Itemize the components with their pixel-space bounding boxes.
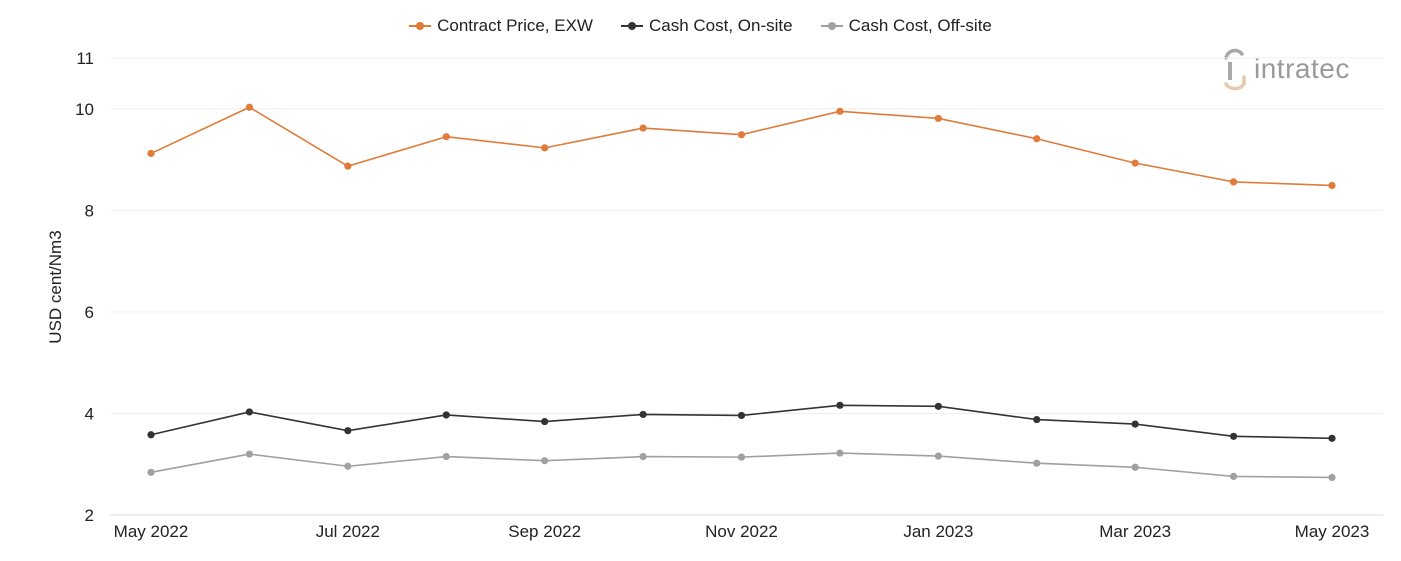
x-tick-label: May 2022 (114, 522, 189, 541)
grid-lines (110, 57, 1383, 516)
x-tick-label: Sep 2022 (508, 522, 581, 541)
data-point[interactable] (934, 114, 942, 123)
data-point[interactable] (245, 103, 254, 111)
data-point[interactable] (1131, 463, 1139, 471)
y-tick-label: 4 (85, 404, 94, 423)
data-point[interactable] (147, 468, 155, 476)
data-point[interactable] (1131, 159, 1139, 167)
series-lines (147, 103, 1336, 482)
x-tick-label: Jan 2023 (903, 522, 973, 541)
data-point[interactable] (737, 453, 746, 461)
series-group (147, 401, 1336, 442)
data-point[interactable] (245, 450, 254, 458)
legend-item-cash-cost-onsite[interactable]: Cash Cost, On-site (620, 16, 793, 36)
data-point[interactable] (1131, 420, 1139, 428)
series-group (147, 449, 1336, 482)
chart-legend: Contract Price, EXW Cash Cost, On-site C… (0, 16, 1401, 36)
legend-label: Contract Price, EXW (437, 16, 593, 35)
data-point[interactable] (836, 401, 844, 409)
data-point[interactable] (442, 411, 450, 419)
data-point[interactable] (344, 427, 352, 435)
y-tick-label: 2 (85, 506, 94, 525)
data-point[interactable] (1328, 181, 1336, 190)
data-point[interactable] (245, 408, 254, 416)
legend-swatch-cash-cost-offsite (820, 20, 843, 32)
legend-swatch-contract-price (409, 20, 432, 32)
x-tick-labels: May 2022 Jul 2022 Sep 2022 Nov 2022 Jan 2023… (114, 522, 1370, 541)
data-point[interactable] (344, 462, 352, 470)
data-point[interactable] (836, 107, 844, 115)
data-point[interactable] (1033, 459, 1041, 467)
y-tick-label: 10 (75, 100, 94, 119)
logo-mark-icon (1222, 44, 1252, 94)
x-tick-label: Mar 2023 (1099, 522, 1171, 541)
y-tick-labels: 2 4 6 8 10 11 (75, 49, 94, 525)
data-point[interactable] (1328, 434, 1336, 442)
legend-item-cash-cost-offsite[interactable]: Cash Cost, Off-site (820, 16, 992, 36)
data-point[interactable] (737, 411, 746, 420)
data-point[interactable] (836, 449, 844, 457)
series-line (150, 106, 1333, 187)
data-point[interactable] (147, 431, 155, 439)
x-tick-label: Jul 2022 (316, 522, 380, 541)
data-point[interactable] (1033, 135, 1041, 143)
series-group (147, 103, 1336, 190)
y-tick-label: 8 (85, 201, 94, 220)
x-tick-label: Nov 2022 (705, 522, 778, 541)
legend-item-contract-price[interactable]: Contract Price, EXW (409, 16, 593, 36)
data-point[interactable] (1328, 473, 1336, 482)
data-point[interactable] (541, 417, 549, 426)
legend-label: Cash Cost, On-site (648, 16, 793, 35)
data-point[interactable] (737, 131, 746, 139)
data-point[interactable] (639, 453, 647, 461)
y-tick-label: 11 (76, 49, 94, 68)
data-point[interactable] (639, 410, 647, 419)
y-tick-label: 6 (85, 303, 94, 322)
data-point[interactable] (1229, 432, 1238, 440)
data-point[interactable] (442, 453, 450, 461)
data-point[interactable] (1229, 472, 1238, 481)
data-point[interactable] (934, 402, 942, 410)
x-tick-label: May 2023 (1295, 522, 1370, 541)
data-point[interactable] (442, 133, 450, 141)
legend-label: Cash Cost, Off-site (848, 16, 992, 35)
data-point[interactable] (1033, 415, 1041, 424)
data-point[interactable] (541, 457, 549, 465)
legend-swatch-cash-cost-onsite (620, 20, 643, 32)
data-point[interactable] (344, 162, 352, 170)
data-point[interactable] (541, 144, 549, 152)
series-line (150, 404, 1333, 440)
data-point[interactable] (639, 124, 647, 132)
data-point[interactable] (1229, 178, 1238, 186)
data-point[interactable] (934, 452, 942, 460)
data-point[interactable] (147, 149, 155, 158)
